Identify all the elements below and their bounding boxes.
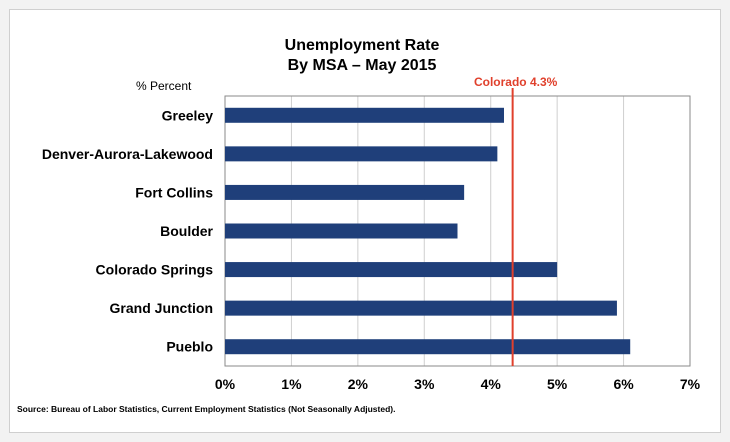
category-label-1: Greeley (162, 107, 214, 123)
reference-line-label: Colorado 4.3% (474, 75, 558, 89)
x-tick-label-2: 2% (348, 376, 369, 392)
x-tick-label-3: 3% (414, 376, 435, 392)
bar-7 (225, 339, 631, 355)
chart-title: Unemployment Rate (285, 37, 440, 54)
chart-frame (9, 9, 721, 433)
x-tick-label-1: 1% (281, 376, 302, 392)
bar-1 (225, 107, 504, 123)
x-tick-labels: 0% 1% 2% 3% 4% 5% 6% 7% (215, 376, 701, 392)
bar-6 (225, 300, 617, 316)
x-tick-label-5: 5% (547, 376, 568, 392)
category-label-6: Grand Junction (110, 300, 213, 316)
grid-layer (290, 96, 625, 366)
category-label-7: Pueblo (166, 339, 213, 355)
category-labels: Greeley Denver-Aurora-Lakewood Fort Collin… (42, 107, 214, 354)
x-tick-label-0: 0% (215, 376, 236, 392)
bar-3 (225, 184, 465, 200)
category-label-3: Fort Collins (135, 184, 213, 200)
bar-4 (225, 223, 458, 239)
category-label-5: Colorado Springs (96, 262, 214, 278)
source-note: Source: Bureau of Labor Statistics, Curr… (17, 404, 395, 414)
x-tick-label-4: 4% (481, 376, 502, 392)
bar-2 (225, 146, 498, 162)
x-tick-label-6: 6% (613, 376, 634, 392)
bars-layer (225, 107, 631, 355)
bar-5 (225, 262, 558, 278)
chart-subtitle: By MSA – May 2015 (288, 57, 437, 74)
reference-layer: Colorado 4.3% (474, 75, 558, 366)
category-label-2: Denver-Aurora-Lakewood (42, 146, 213, 162)
category-label-4: Boulder (160, 223, 213, 239)
y-axis-label: % Percent (136, 79, 192, 93)
x-tick-label-7: 7% (680, 376, 701, 392)
